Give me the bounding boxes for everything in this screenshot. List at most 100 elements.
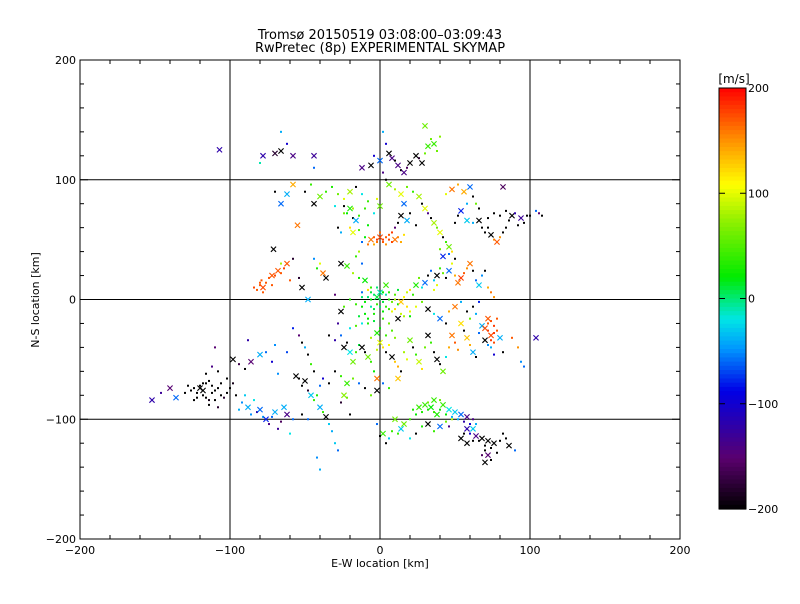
data-point-dot xyxy=(355,185,357,188)
data-point-x xyxy=(347,205,353,212)
data-point-dot xyxy=(226,377,228,380)
data-point-dot xyxy=(475,202,477,205)
data-point-dot xyxy=(421,425,423,428)
colorbar-segment xyxy=(719,235,746,241)
data-point-dot xyxy=(346,341,348,344)
colorbar-segment xyxy=(719,441,746,447)
data-point-dot xyxy=(493,332,495,335)
colorbar-segment xyxy=(719,378,746,384)
data-point-dot xyxy=(301,413,303,416)
data-point-x xyxy=(428,404,434,411)
data-point-dot xyxy=(427,274,429,277)
data-point-x xyxy=(425,332,431,339)
colorbar-segment xyxy=(719,391,746,396)
data-point-dot xyxy=(376,238,378,241)
data-point-dot xyxy=(484,269,486,272)
data-point-dot xyxy=(373,370,375,373)
data-point-dot xyxy=(466,310,468,313)
data-point-x xyxy=(294,222,301,229)
data-point-dot xyxy=(262,415,264,418)
data-point-dot xyxy=(445,420,447,423)
data-point-dot xyxy=(412,190,414,193)
data-point-x xyxy=(383,282,389,289)
data-point-x xyxy=(449,332,455,339)
data-point-dot xyxy=(388,387,390,390)
data-point-dot xyxy=(352,207,354,210)
colorbar-segment xyxy=(719,450,746,455)
data-point-dot xyxy=(196,391,198,394)
data-point-dot xyxy=(511,336,513,339)
data-point-dot xyxy=(382,382,384,385)
data-point-dot xyxy=(520,360,522,363)
data-point-dot xyxy=(376,303,378,306)
data-point-x xyxy=(260,152,266,159)
data-point-dot xyxy=(310,363,312,366)
colorbar-segment xyxy=(719,96,746,102)
data-point-dot xyxy=(439,399,441,402)
data-point-x xyxy=(374,294,380,301)
data-point-dot xyxy=(421,411,423,414)
colorbar-segment xyxy=(719,311,746,316)
data-point-x xyxy=(488,332,494,339)
data-point-dot xyxy=(415,353,417,356)
data-point-dot xyxy=(379,327,381,330)
colorbar-segment xyxy=(719,479,746,485)
data-point-dot xyxy=(283,267,285,270)
colorbar-segment xyxy=(719,323,746,329)
data-point-dot xyxy=(214,389,216,392)
data-point-dot xyxy=(196,396,198,399)
data-point-x xyxy=(377,339,383,346)
data-point-dot xyxy=(499,236,501,239)
colorbar-segment xyxy=(719,458,746,464)
data-point-x xyxy=(458,274,464,281)
colorbar-segment xyxy=(719,109,746,114)
data-point-dot xyxy=(262,291,264,294)
data-point-x xyxy=(290,152,296,159)
data-point-x xyxy=(377,157,383,164)
data-point-dot xyxy=(286,142,288,145)
data-point-dot xyxy=(415,413,417,416)
data-point-dot xyxy=(430,269,432,272)
data-point-x xyxy=(434,272,440,279)
colorbar-segment xyxy=(719,353,746,359)
colorbar-segment xyxy=(719,349,746,354)
data-point-dot xyxy=(316,267,318,270)
data-point-dot xyxy=(280,130,282,133)
data-point-x xyxy=(395,162,401,169)
data-point-dot xyxy=(361,296,363,299)
colorbar-segment xyxy=(719,273,746,279)
data-point-x xyxy=(272,409,278,416)
data-point-dot xyxy=(517,346,519,349)
data-point-dot xyxy=(490,291,492,294)
data-point-dot xyxy=(412,408,414,411)
colorbar-segment xyxy=(719,247,746,253)
data-point-x xyxy=(509,212,515,219)
colorbar-segment xyxy=(719,454,746,460)
data-point-dot xyxy=(493,296,495,299)
data-point-dot xyxy=(340,334,342,337)
data-point-dot xyxy=(382,346,384,349)
data-point-dot xyxy=(409,437,411,440)
data-point-dot xyxy=(388,291,390,294)
data-point-dot xyxy=(376,286,378,289)
data-point-dot xyxy=(205,382,207,385)
colorbar-segment xyxy=(719,285,746,291)
data-point-x xyxy=(449,186,455,193)
data-point-dot xyxy=(490,320,492,323)
data-point-dot xyxy=(355,324,357,327)
data-point-x xyxy=(359,344,365,351)
data-point-dot xyxy=(481,454,483,457)
data-point-dot xyxy=(343,205,345,208)
data-point-x xyxy=(374,375,380,382)
data-point-dot xyxy=(463,329,465,332)
data-point-x xyxy=(173,394,179,401)
data-point-dot xyxy=(529,214,531,217)
data-point-dot xyxy=(403,351,405,354)
colorbar-segment xyxy=(719,492,746,497)
data-point-x xyxy=(464,440,470,447)
data-point-dot xyxy=(211,384,213,387)
data-point-dot xyxy=(439,408,441,411)
data-point-dot xyxy=(412,346,414,349)
data-point-dot xyxy=(397,236,399,239)
